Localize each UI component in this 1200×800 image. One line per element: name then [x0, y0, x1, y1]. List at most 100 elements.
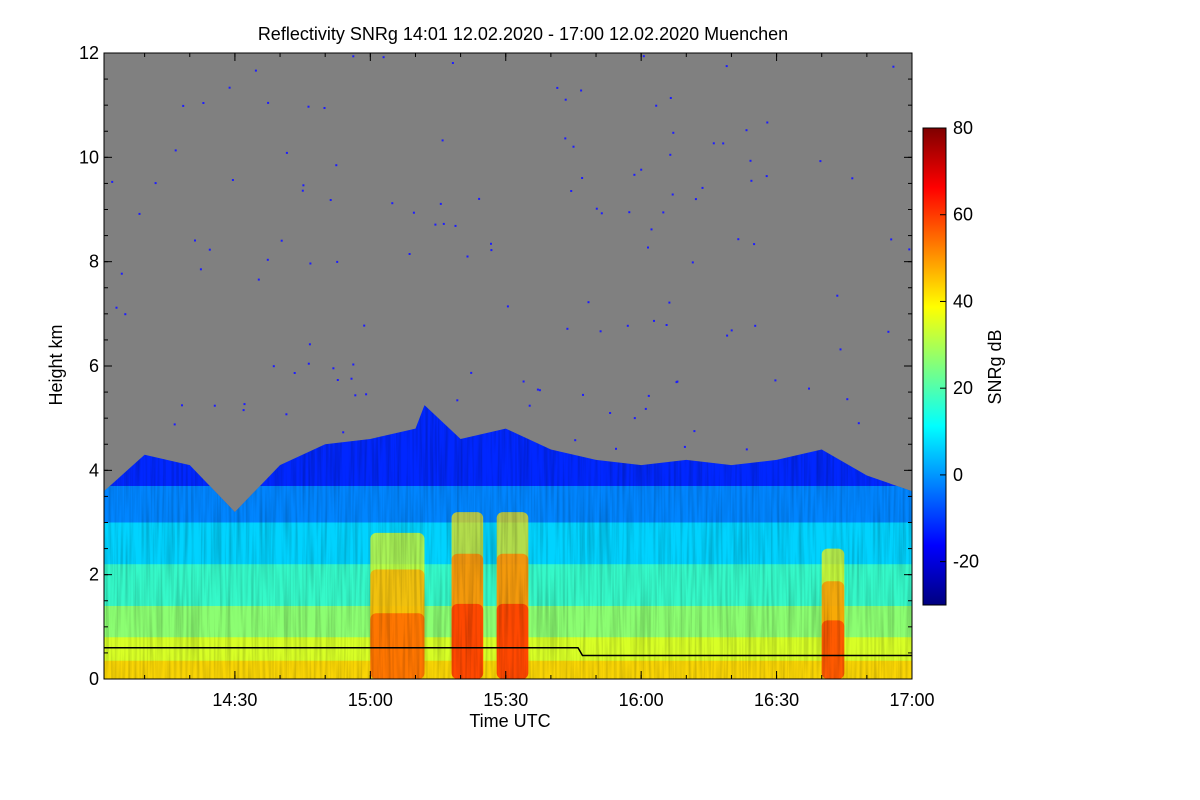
noise-pixel [668, 301, 671, 304]
noise-pixel [662, 211, 665, 214]
noise-pixel [307, 105, 310, 108]
noise-pixel [722, 142, 725, 145]
noise-pixel [391, 202, 394, 205]
noise-pixel [644, 407, 647, 410]
noise-pixel [750, 179, 753, 182]
noise-pixel [628, 211, 631, 214]
noise-pixel [308, 343, 311, 346]
noise-pixel [580, 89, 583, 92]
noise-pixel [470, 371, 473, 374]
noise-pixel [522, 380, 525, 383]
noise-pixel [633, 417, 636, 420]
noise-pixel [329, 199, 332, 201]
y-axis-label: Height km [46, 324, 66, 405]
noise-pixel [701, 186, 704, 189]
noise-pixel [439, 202, 442, 205]
noise-pixel [213, 404, 216, 407]
x-tick-label: 17:00 [889, 690, 934, 710]
noise-pixel [587, 301, 590, 304]
noise-pixel [382, 56, 385, 59]
noise-pixel [857, 422, 860, 425]
noise-pixel [138, 212, 141, 215]
noise-pixel [456, 399, 459, 402]
colorbar-gradient [922, 127, 947, 606]
noise-pixel [566, 327, 569, 330]
noise-pixel [199, 268, 202, 271]
noise-pixel [836, 294, 839, 297]
noise-pixel [466, 255, 469, 258]
noise-pixel [669, 153, 672, 156]
noise-pixel [671, 193, 674, 196]
noise-pixel [676, 380, 679, 383]
noise-pixel [335, 164, 338, 167]
noise-pixel [272, 365, 275, 368]
noise-pixel [490, 249, 493, 252]
noise-pixel [194, 239, 196, 242]
colorbar: -20 0 20 40 60 80 [922, 118, 979, 606]
noise-pixel [412, 211, 415, 214]
noise-pixel [120, 272, 123, 275]
noise-pixel [285, 151, 288, 154]
noise-pixel [536, 388, 539, 391]
noise-pixel [350, 377, 353, 380]
noise-pixel [808, 387, 810, 390]
noise-pixel [737, 238, 740, 241]
noise-pixel [363, 324, 366, 327]
noise-pixel [365, 393, 368, 396]
colorbar-tick-label: 20 [953, 378, 973, 398]
noise-pixel [564, 137, 567, 140]
noise-pixel [694, 198, 697, 201]
chart-title: Reflectivity SNRg 14:01 12.02.2020 - 17:… [258, 24, 788, 44]
noise-pixel [655, 104, 658, 107]
noise-pixel [323, 107, 326, 109]
y-tick-label: 10 [79, 147, 99, 167]
noise-pixel [342, 431, 345, 434]
noise-pixel [332, 367, 335, 370]
noise-pixel [819, 160, 822, 163]
noise-pixel [307, 362, 310, 365]
x-axis-label: Time UTC [469, 711, 550, 731]
noise-pixel [228, 86, 231, 89]
noise-pixel [293, 372, 296, 374]
noise-pixel [774, 379, 777, 382]
noise-pixel [528, 404, 531, 407]
y-tick-label: 4 [89, 460, 99, 480]
noise-pixel [725, 65, 728, 68]
noise-pixel [408, 253, 411, 255]
x-tick-label: 14:30 [212, 690, 257, 710]
noise-pixel [653, 319, 655, 322]
noise-pixel [302, 184, 305, 187]
noise-pixel [451, 62, 454, 64]
noise-pixel [749, 159, 752, 162]
noise-pixel [765, 175, 768, 178]
y-axis: 0 2 4 6 8 10 12 [79, 43, 912, 689]
x-axis: 14:30 15:00 15:30 16:00 16:30 17:00 [144, 53, 935, 710]
noise-pixel [354, 394, 357, 397]
noise-pixel [599, 330, 602, 333]
y-tick-label: 6 [89, 356, 99, 376]
noise-pixel [669, 97, 672, 99]
noise-pixel [570, 190, 573, 192]
noise-pixel [846, 398, 849, 401]
noise-pixel [336, 379, 339, 381]
noise-pixel [266, 258, 269, 261]
noise-pixel [301, 189, 304, 192]
noise-pixel [887, 330, 890, 333]
colorbar-label: SNRg dB [985, 329, 1005, 404]
x-tick-label: 16:00 [619, 690, 664, 710]
noise-pixel [115, 306, 118, 309]
noise-pixel [564, 98, 567, 101]
noise-pixel [257, 278, 260, 281]
x-tick-label: 16:30 [754, 690, 799, 710]
noise-pixel [243, 403, 246, 406]
noise-pixel [712, 142, 715, 145]
x-tick-label: 15:00 [348, 690, 393, 710]
noise-pixel [538, 389, 541, 392]
noise-pixel [173, 423, 176, 426]
noise-pixel [208, 248, 211, 251]
colorbar-tick-label: -20 [953, 552, 979, 572]
noise-pixel [478, 197, 481, 200]
noise-pixel [730, 329, 733, 332]
noise-pixel [726, 334, 729, 337]
